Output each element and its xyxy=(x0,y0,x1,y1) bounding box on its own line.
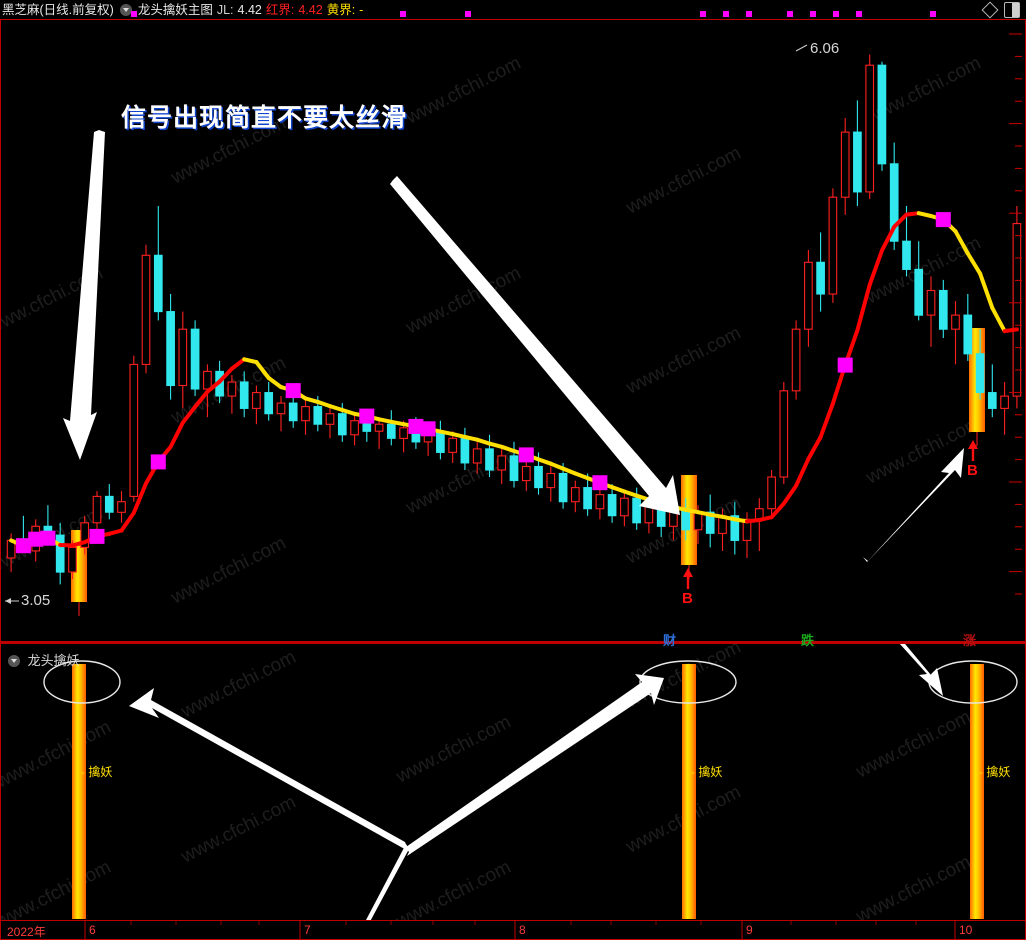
main-candlestick-panel[interactable]: www.cfchi.com www.cfchi.com www.cfchi.co… xyxy=(0,20,1026,642)
annotation-arrow-to-middle-bar xyxy=(406,674,664,856)
panel-divider xyxy=(0,641,1026,643)
x-axis-ticks xyxy=(84,921,956,939)
red-boundary-value: 4.42 xyxy=(298,2,323,17)
signal-dot xyxy=(465,11,471,17)
status-badge-cai: 财 xyxy=(663,633,677,648)
yellow-boundary-label: 黄界: xyxy=(326,2,356,17)
buy-signal-label: B xyxy=(682,590,693,607)
signal-dot xyxy=(930,11,936,17)
candlestick-plot xyxy=(6,33,1022,616)
signal-dot-row xyxy=(0,11,1026,17)
x-axis-tick-label: 9 xyxy=(746,923,753,937)
annotation-arrow-down-right-sub xyxy=(899,644,943,696)
stock-name-label[interactable]: 黑芝麻(日线.前复权) xyxy=(2,2,114,17)
annotation-arrow-to-left-bar xyxy=(129,688,410,852)
panel-toggle-icon[interactable] xyxy=(1004,1,1020,18)
status-badge-die: 跌 xyxy=(801,633,815,648)
indicator-bar-label: - 擒妖 xyxy=(979,765,1011,779)
yellow-boundary-value: - xyxy=(359,2,364,17)
x-axis: 2022年 6 7 8 9 10 xyxy=(0,920,1026,940)
low-price-label: 3.05 xyxy=(3,592,50,609)
signal-dot xyxy=(833,11,839,17)
buy-signal-label: B xyxy=(967,462,978,479)
signal-dot xyxy=(700,11,706,17)
x-axis-tick-label: 7 xyxy=(304,923,311,937)
signal-dot xyxy=(400,11,406,17)
indicator-plot xyxy=(43,644,1018,920)
annotation-arrow-up-left-sub xyxy=(366,844,409,920)
sub-indicator-panel[interactable]: www.cfchi.com www.cfchi.com www.cfchi.co… xyxy=(0,643,1026,920)
highlight-ellipse xyxy=(43,660,121,704)
jl-label: JL: xyxy=(216,2,234,17)
jl-value: 4.42 xyxy=(237,2,262,17)
signal-dot xyxy=(856,11,862,17)
up-arrow-icon xyxy=(968,440,978,461)
signal-dot xyxy=(723,11,729,17)
chart-info-toolbar: 黑芝麻(日线.前复权) 龙头擒妖主图 JL: 4.42 红界: 4.42 黄界:… xyxy=(0,0,1026,20)
highlight-ellipse xyxy=(639,660,737,704)
indicator-bar-label: - 擒妖 xyxy=(691,765,723,779)
signal-dot xyxy=(746,11,752,17)
signal-dot xyxy=(787,11,793,17)
annotation-arrow-up-right-bar xyxy=(863,448,964,562)
red-boundary-label: 红界: xyxy=(265,2,295,17)
buy-signal-marker: B xyxy=(682,568,696,607)
leader-arrow-icon xyxy=(5,598,19,605)
signal-dot xyxy=(810,11,816,17)
signal-dot xyxy=(131,11,137,17)
indicator-bar-label: - 擒妖 xyxy=(81,765,113,779)
page-title: 信号出现简直不要太丝滑 xyxy=(121,104,408,132)
x-axis-tick-label: 2022年 xyxy=(7,925,46,939)
x-axis-tick-label: 8 xyxy=(519,923,526,937)
chevron-down-circle-icon[interactable] xyxy=(8,655,20,667)
annotation-arrow-down-left xyxy=(63,130,105,460)
up-arrow-icon xyxy=(683,568,693,589)
sub-panel-title[interactable]: 龙头擒妖 xyxy=(8,650,80,669)
chevron-down-circle-icon[interactable] xyxy=(119,3,132,16)
buy-signal-marker: B xyxy=(967,440,981,479)
x-axis-tick-label: 10 xyxy=(959,923,973,937)
x-axis-tick-label: 6 xyxy=(89,923,96,937)
annotation-arrow-diagonal-main xyxy=(390,176,680,515)
high-price-label: 6.06 xyxy=(795,40,839,57)
annotation-arrow-layer xyxy=(63,130,964,562)
status-badge-zhang: 涨 xyxy=(963,633,977,648)
sub-panel-title-label: 龙头擒妖 xyxy=(27,653,80,668)
indicator-name-label[interactable]: 龙头擒妖主图 xyxy=(137,2,213,17)
leader-line-icon xyxy=(795,44,808,52)
